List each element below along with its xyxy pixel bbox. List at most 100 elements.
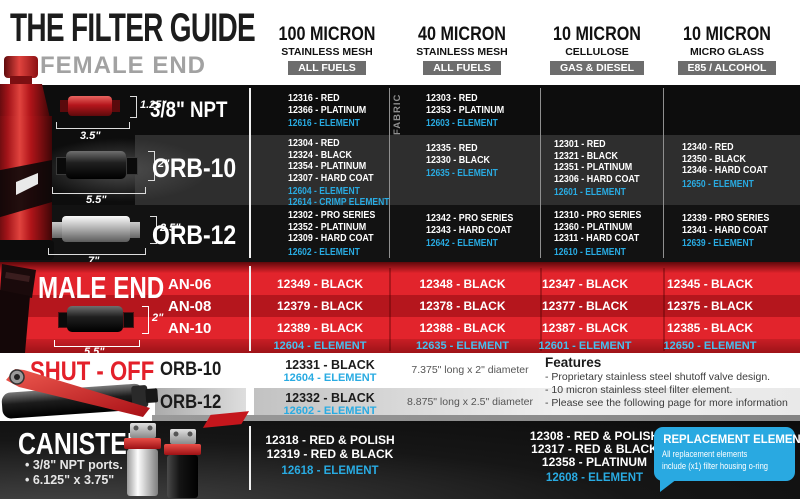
part-number: 12347 - BLACK <box>541 277 629 291</box>
column-header-10-micron-micro-glass: 10 MICRON MICRO GLASS E85 / ALCOHOL <box>652 24 800 76</box>
size-note: 8.875" long x 2.5" diameter <box>407 396 533 408</box>
part-number: 12304 - RED <box>288 137 340 149</box>
part-number: 12345 - BLACK <box>666 277 754 291</box>
part-number: 12332 - BLACK <box>285 391 375 405</box>
part-number: 12385 - BLACK <box>666 321 754 335</box>
element-number: 12639 - ELEMENT <box>682 238 754 249</box>
dim-height: 2" <box>158 158 170 170</box>
cell-orb10-100micron: 12304 - RED 12324 - BLACK 12354 - PLATIN… <box>288 137 389 208</box>
section-rule <box>152 415 800 421</box>
cell-orb10-40micron: 12335 - RED 12330 - BLACK 12635 - ELEMEN… <box>426 142 498 180</box>
fuel-badge: ALL FUELS <box>288 61 366 75</box>
dim-height: 2" <box>152 312 164 324</box>
filter-glyph-orb12: 2.5" 7" <box>48 210 218 267</box>
filter-body <box>67 306 123 332</box>
part-number: 12379 - BLACK <box>276 299 364 313</box>
part-number: 12310 - PRO SERIES <box>554 209 642 221</box>
dim-width: 5.5" <box>86 194 107 206</box>
part-number: 12306 - HARD COAT <box>554 172 640 185</box>
column-header-100-micron: 100 MICRON STAINLESS MESH ALL FUELS <box>278 24 376 75</box>
dim-bracket <box>142 306 149 334</box>
row-label-orb12: ORB-12 <box>152 220 237 250</box>
stripe-an06 <box>0 273 800 295</box>
filter-glyph-male: 2" 5.5" <box>52 300 202 358</box>
row-label-an08: AN-08 <box>168 298 212 315</box>
fuel-badge: ALL FUELS <box>423 61 501 75</box>
divider <box>249 266 251 351</box>
part-number: 12343 - HARD COAT <box>426 223 512 236</box>
part-number: 12348 - BLACK <box>419 277 506 291</box>
part-number: 12302 - PRO SERIES <box>288 209 376 221</box>
row-label-orb10: ORB-10 <box>152 153 237 183</box>
cell-orb12-100micron: 12302 - PRO SERIES 12352 - PLATINUM 1230… <box>288 209 376 258</box>
cell-orb12-microglass: 12339 - PRO SERIES 12341 - HARD COAT 126… <box>682 212 769 250</box>
orb12-stripe <box>254 388 800 415</box>
fuel-badge: E85 / ALCOHOL <box>677 61 777 75</box>
dim-bracket <box>56 122 130 129</box>
element-number: 12604 - ELEMENT <box>273 340 367 352</box>
part-number: 12349 - BLACK <box>276 277 364 291</box>
part-number: 12335 - RED <box>426 142 478 154</box>
callout-line: include (x1) filter housing o-ring <box>662 461 769 472</box>
part-number: 12317 - RED & BLACK <box>531 442 658 456</box>
dim-bracket <box>54 340 140 347</box>
divider <box>663 268 665 351</box>
dim-height: 2.5" <box>160 222 181 234</box>
dim-bracket <box>52 187 146 194</box>
dim-height: 1.25" <box>140 99 167 111</box>
callout-tail <box>660 479 677 492</box>
filter-body <box>62 216 130 242</box>
dim-bracket <box>48 248 146 255</box>
filter-endcap <box>123 312 134 328</box>
row-label-npt: 3/8" NPT <box>150 97 228 122</box>
part-number: 12331 - BLACK <box>285 358 375 372</box>
part-number: 12301 - RED <box>554 138 606 150</box>
section-subtitle-female-end: FEMALE END <box>40 52 206 79</box>
element-number: 12650 - ELEMENT <box>663 340 757 352</box>
part-number: 12341 - HARD COAT <box>682 223 768 236</box>
part-number: 12378 - BLACK <box>419 299 506 313</box>
callout-line: All replacement elements <box>662 449 748 460</box>
stripe-an10 <box>0 317 800 339</box>
orb12-stripe <box>155 388 246 415</box>
element-number: 12602 - ELEMENT <box>288 246 360 258</box>
dim-bracket <box>150 216 157 244</box>
row-label-an10: AN-10 <box>168 320 212 337</box>
element-number: 12642 - ELEMENT <box>426 238 498 249</box>
part-number: 12389 - BLACK <box>276 321 364 335</box>
part-number: 12346 - HARD COAT <box>682 164 768 176</box>
male-fitting-image <box>0 264 36 353</box>
filter-endcap <box>60 100 68 112</box>
stripe <box>0 262 800 273</box>
part-number: 12354 - PLATINUM <box>288 160 367 172</box>
divider <box>389 88 390 258</box>
part-number: 12375 - BLACK <box>666 299 754 313</box>
feature-line: - Please see the following page for more… <box>545 397 788 409</box>
filter-endcap <box>130 222 140 238</box>
cell-orb10-cellulose: 12301 - RED 12321 - BLACK 12351 - PLATIN… <box>554 138 640 199</box>
stripe-elements <box>0 339 800 353</box>
cell-orb12-cellulose: 12310 - PRO SERIES 12360 - PLATINUM 1231… <box>554 209 642 258</box>
part-number: 12311 - HARD COAT <box>554 232 640 244</box>
part-number: 12308 - RED & POLISH <box>529 429 660 443</box>
divider <box>540 88 541 258</box>
part-number: 12316 - RED <box>288 92 340 104</box>
features-title: Features <box>545 355 602 370</box>
part-number: 12358 - PLATINUM <box>541 455 648 469</box>
row-orb10-panel <box>135 135 800 205</box>
dim-bracket <box>148 151 155 181</box>
part-number: 12342 - PRO SERIES <box>426 212 514 224</box>
page-title: THE FILTER GUIDE <box>10 6 256 50</box>
dim-bracket <box>130 96 137 118</box>
filter-glyph-npt: 1.25" 3.5" <box>52 92 202 142</box>
canister-bullet: • 3/8" NPT ports. <box>25 458 123 472</box>
part-number: 12351 - PLATINUM <box>554 161 633 173</box>
dim-width: 7" <box>88 255 100 267</box>
feature-line: - Proprietary stainless steel shutoff va… <box>545 371 771 383</box>
element-number: 12604 - ELEMENT <box>283 372 377 384</box>
part-number: 12340 - RED <box>682 141 734 153</box>
element-number: 12610 - ELEMENT <box>554 246 626 258</box>
element-number: 12616 - ELEMENT <box>288 118 360 129</box>
part-number: 12319 - RED & BLACK <box>266 447 394 461</box>
